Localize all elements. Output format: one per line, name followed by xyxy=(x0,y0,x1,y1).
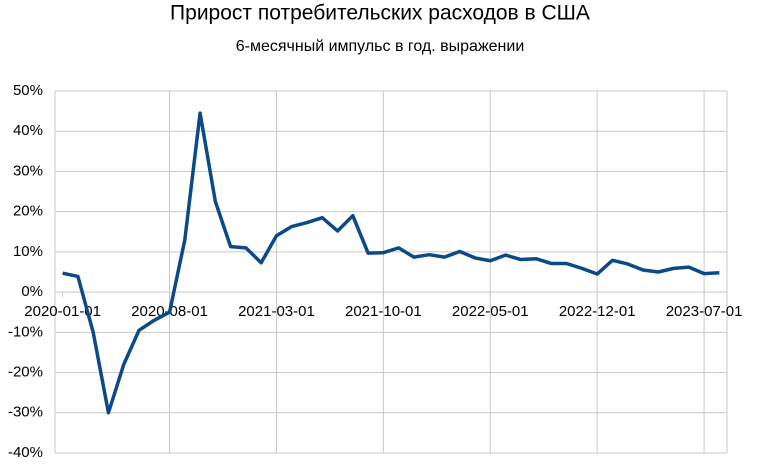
x-tick-label: 2021-10-01 xyxy=(345,303,422,320)
x-tick-label: 2021-03-01 xyxy=(238,303,315,320)
y-tick-label: 30% xyxy=(13,162,43,179)
y-tick-label: 50% xyxy=(13,82,43,99)
y-tick-label: -20% xyxy=(8,364,43,381)
y-tick-label: 10% xyxy=(13,243,43,260)
x-tick-label: 2022-05-01 xyxy=(452,303,529,320)
y-tick-label: 20% xyxy=(13,203,43,220)
x-tick-label: 2020-01-01 xyxy=(24,303,101,320)
chart-title: Прирост потребительских расходов в США xyxy=(170,2,590,25)
y-tick-label: 0% xyxy=(21,283,43,300)
y-tick-label: -10% xyxy=(8,323,43,340)
y-tick-label: -30% xyxy=(8,404,43,421)
x-tick-label: 2023-07-01 xyxy=(666,303,743,320)
x-tick-label: 2022-12-01 xyxy=(559,303,636,320)
chart-subtitle: 6-месячный импульс в год. выражении xyxy=(236,38,525,55)
y-tick-label: -40% xyxy=(8,444,43,461)
y-tick-label: 40% xyxy=(13,122,43,139)
line-series xyxy=(62,111,720,415)
